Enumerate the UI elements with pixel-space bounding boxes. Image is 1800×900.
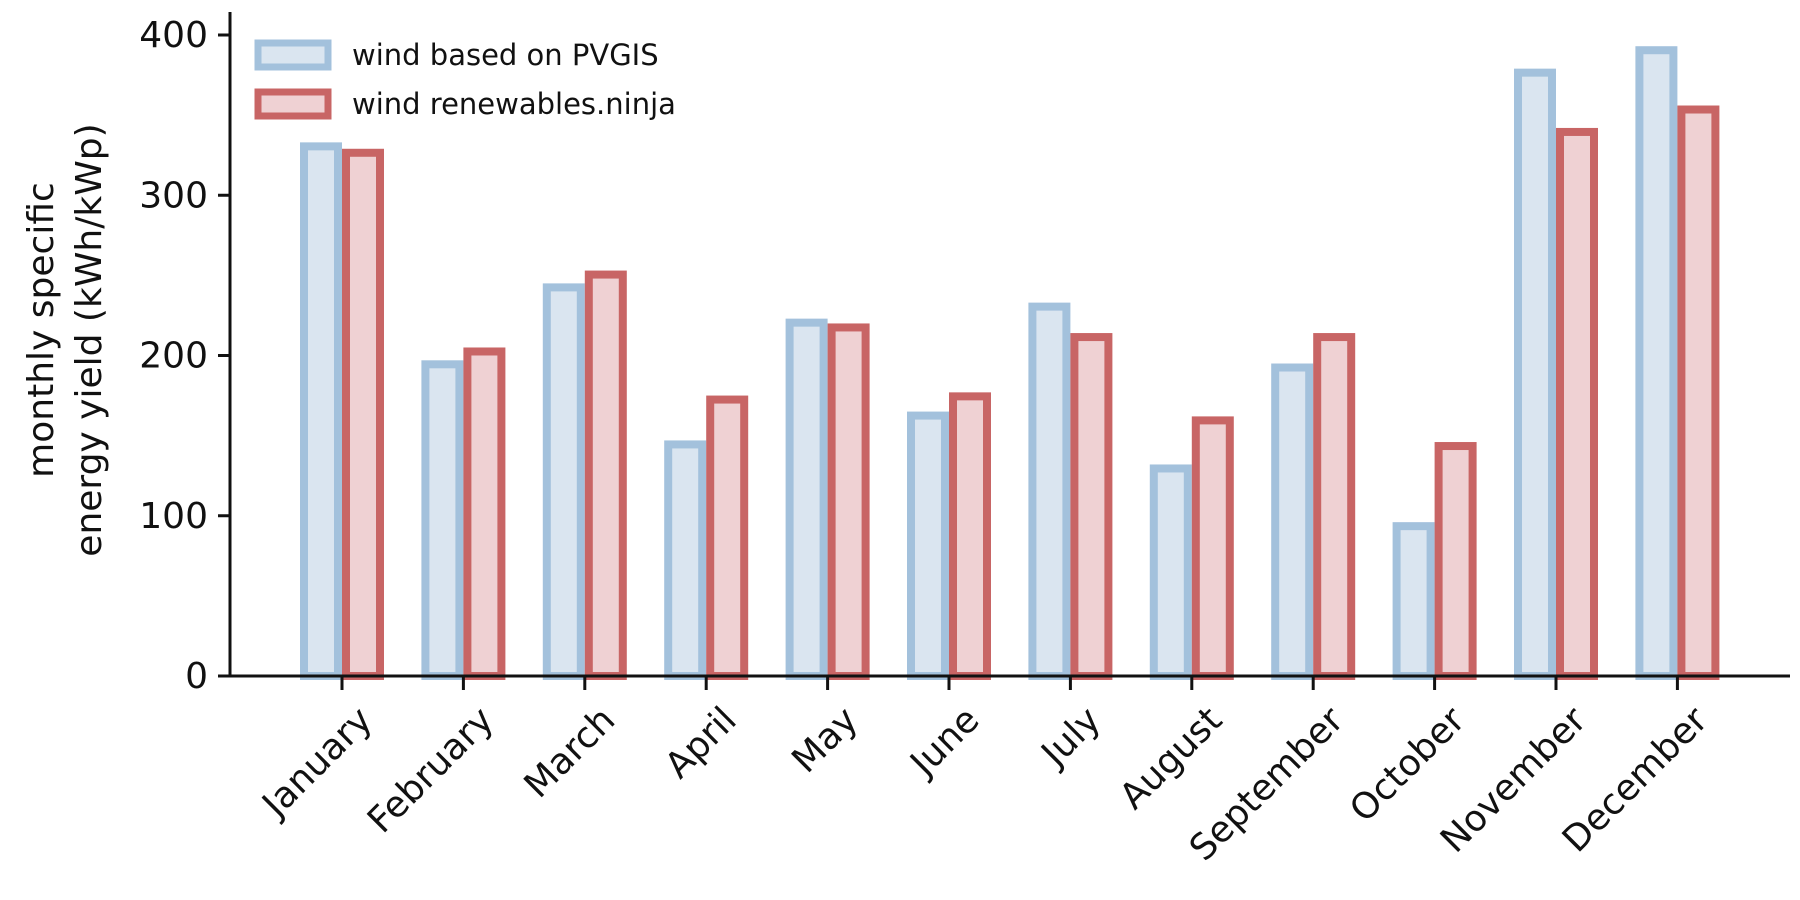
bar-ninja-november — [1556, 127, 1598, 680]
bar-pvgis-august — [1149, 464, 1192, 680]
y-tick-label-0: 0 — [185, 656, 208, 697]
legend-label-ninja: wind renewables.ninja — [352, 87, 676, 121]
x-tick-label-may: May — [784, 699, 866, 781]
bar-pvgis-april — [664, 440, 707, 680]
bar-pvgis-november — [1514, 68, 1556, 680]
bar-pvgis-may — [785, 318, 828, 680]
bar-pvgis-december — [1635, 46, 1678, 680]
bar-pvgis-october — [1392, 522, 1435, 680]
y-tick-label-300: 300 — [139, 175, 208, 216]
bar-ninja-october — [1434, 442, 1477, 680]
bar-pvgis-january — [300, 142, 342, 680]
x-tick-label-january: January — [254, 699, 381, 826]
y-tick-label-100: 100 — [139, 496, 208, 537]
x-tick-label-march: March — [517, 699, 624, 806]
bar-ninja-may — [827, 323, 870, 680]
bar-ninja-december — [1677, 105, 1720, 680]
bar-pvgis-february — [421, 360, 464, 680]
bars-group — [300, 46, 1720, 680]
y-tick-label-400: 400 — [139, 15, 208, 56]
x-tick-label-april: April — [657, 699, 744, 786]
y-axis-title-line-1: monthly specific — [21, 182, 62, 478]
bar-ninja-july — [1070, 333, 1113, 680]
x-tick-label-february: February — [360, 699, 502, 841]
bar-ninja-april — [706, 395, 749, 680]
y-axis-title-line-2: energy yield (kWh/kWp) — [69, 123, 110, 556]
bar-ninja-february — [463, 347, 506, 680]
bar-pvgis-september — [1271, 363, 1314, 680]
bar-pvgis-june — [907, 411, 949, 680]
bar-ninja-march — [584, 270, 627, 680]
bar-pvgis-july — [1028, 302, 1071, 680]
bar-ninja-august — [1191, 416, 1234, 680]
y-tick-label-200: 200 — [139, 336, 208, 377]
legend: wind based on PVGIS wind renewables.ninja — [254, 38, 676, 121]
legend-swatch-pvgis — [254, 39, 332, 71]
x-tick-label-july: July — [1033, 699, 1109, 775]
legend-swatch-ninja — [254, 88, 332, 120]
x-tick-label-june: June — [902, 699, 988, 785]
x-tick-label-august: August — [1112, 699, 1230, 817]
bar-pvgis-march — [542, 283, 585, 680]
bar-ninja-june — [949, 392, 991, 680]
legend-label-pvgis: wind based on PVGIS — [352, 38, 659, 72]
bar-ninja-september — [1313, 333, 1356, 680]
bar-ninja-january — [342, 148, 384, 680]
